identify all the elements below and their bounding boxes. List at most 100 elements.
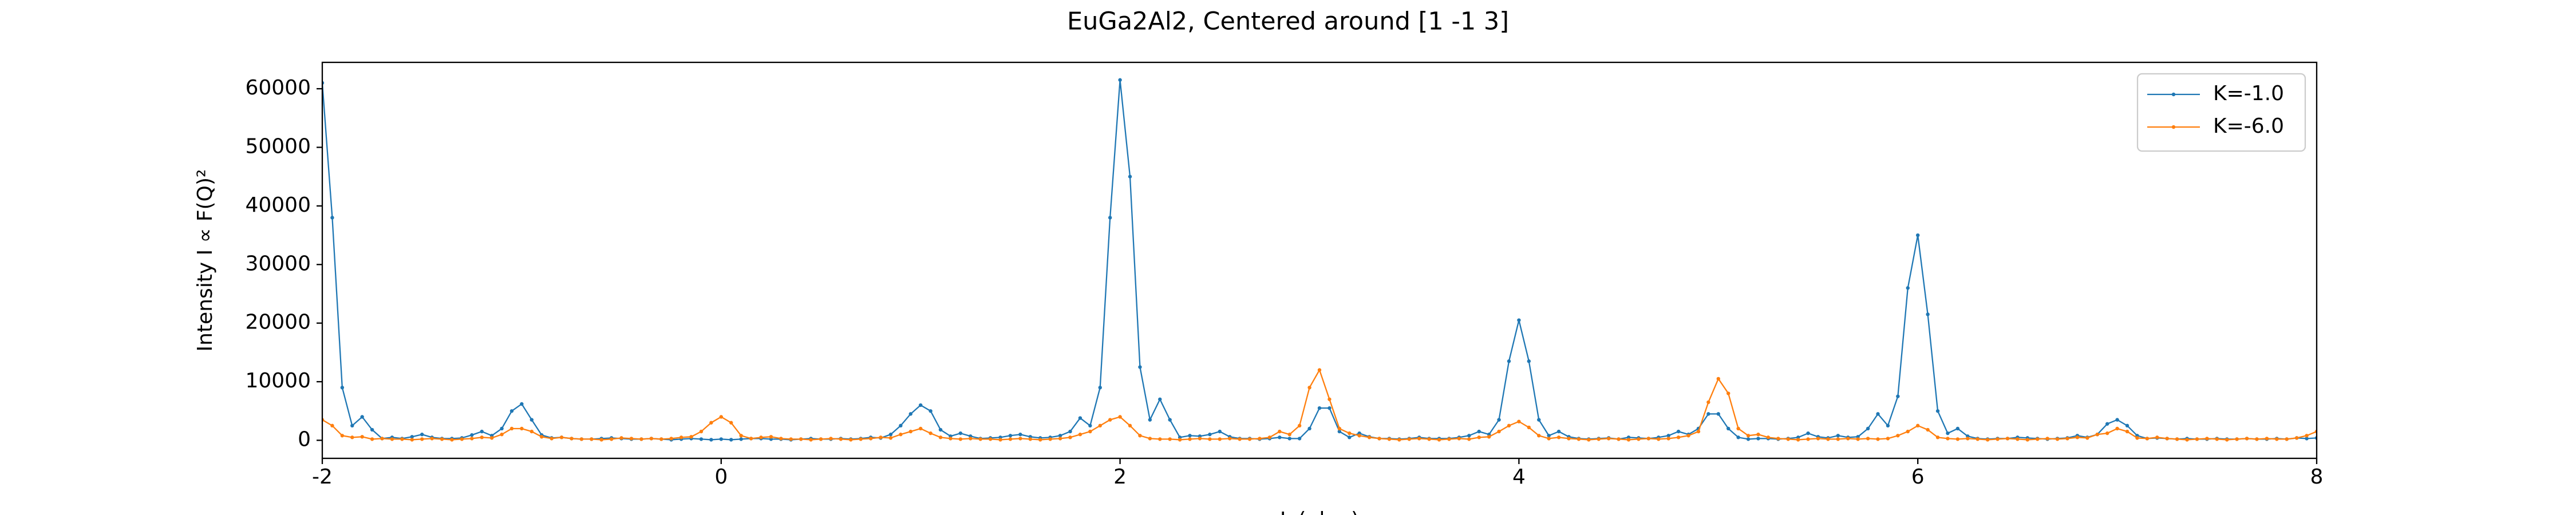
data-point <box>929 431 933 435</box>
data-point <box>1746 437 1751 441</box>
data-point <box>1836 437 1840 441</box>
data-point <box>470 437 474 441</box>
data-point <box>1118 415 1122 419</box>
data-point <box>1078 416 1082 420</box>
data-point <box>1846 437 1850 441</box>
data-point <box>370 437 374 441</box>
data-point <box>1098 386 1102 390</box>
data-point <box>1457 437 1461 441</box>
data-point <box>699 429 704 434</box>
y-tick-label: 40000 <box>245 193 311 217</box>
data-point <box>430 437 434 441</box>
data-point <box>1556 435 1561 439</box>
data-point <box>330 216 334 220</box>
data-point <box>2305 437 2309 441</box>
data-point <box>1477 435 1481 439</box>
data-point <box>1826 437 1830 441</box>
data-point <box>1158 397 1162 401</box>
data-point <box>1297 423 1302 428</box>
data-point <box>480 429 484 434</box>
data-point <box>1447 437 1451 441</box>
data-point <box>1537 434 1541 438</box>
legend-marker <box>2171 92 2176 97</box>
data-point <box>2175 437 2179 441</box>
data-point <box>1746 434 1751 438</box>
data-point <box>1158 437 1162 441</box>
data-point <box>908 429 912 434</box>
data-point <box>550 437 554 441</box>
data-point <box>1497 429 1501 434</box>
data-point <box>1955 426 1960 431</box>
data-point <box>1128 175 1132 179</box>
x-tick-label: 6 <box>1911 465 1925 489</box>
data-point <box>729 421 733 425</box>
data-point <box>1537 418 1541 422</box>
data-point <box>390 437 394 441</box>
data-point <box>1018 437 1022 441</box>
data-point <box>1726 426 1730 431</box>
data-point <box>1168 418 1172 422</box>
data-point <box>2285 437 2289 441</box>
data-point <box>1307 386 1311 390</box>
data-point <box>1547 434 1551 438</box>
data-point <box>1397 438 1401 442</box>
data-point <box>340 434 345 438</box>
data-point <box>729 438 733 442</box>
data-point <box>1906 286 1910 290</box>
data-point <box>1686 434 1690 438</box>
data-point <box>919 403 923 407</box>
data-point <box>1816 437 1820 441</box>
data-point <box>1926 312 1930 316</box>
y-tick-label: 20000 <box>245 311 311 334</box>
data-point <box>1477 429 1481 434</box>
data-point <box>1866 437 1870 441</box>
data-point <box>420 437 424 441</box>
data-point <box>1876 437 1880 441</box>
data-point <box>1706 400 1710 405</box>
data-point <box>1377 437 1381 441</box>
y-tick-label: 50000 <box>245 134 311 158</box>
data-point <box>1407 437 1411 441</box>
data-point <box>360 435 364 439</box>
data-point <box>1148 437 1152 441</box>
y-tick-label: 30000 <box>245 252 311 275</box>
data-point <box>709 438 713 442</box>
data-point <box>2265 437 2269 441</box>
data-point <box>1058 437 1062 441</box>
data-point <box>1836 434 1840 438</box>
x-tick-label: 0 <box>714 465 728 489</box>
data-point <box>1278 429 1282 434</box>
data-point <box>1088 429 1092 434</box>
data-point <box>2016 437 2020 441</box>
data-point <box>509 426 514 431</box>
data-point <box>2145 437 2150 441</box>
data-point <box>1966 437 1970 441</box>
data-point <box>1946 431 1950 435</box>
data-point <box>2125 423 2129 428</box>
data-point <box>1556 429 1561 434</box>
y-tick-label: 0 <box>298 427 311 451</box>
data-point <box>1806 437 1810 441</box>
data-point <box>1866 426 1870 431</box>
data-point <box>1417 437 1421 441</box>
data-point <box>1168 437 1172 441</box>
legend-marker <box>2171 125 2176 129</box>
data-point <box>1387 437 1392 441</box>
data-point <box>1028 437 1033 441</box>
x-tick-label: 4 <box>1512 465 1526 489</box>
data-point <box>1676 435 1681 439</box>
data-point <box>440 437 444 441</box>
data-point <box>540 435 544 439</box>
data-point <box>1906 429 1910 434</box>
data-point <box>500 426 504 431</box>
data-point <box>938 435 943 439</box>
data-point <box>1507 359 1511 363</box>
data-point <box>1088 423 1092 428</box>
data-point <box>1756 433 1760 437</box>
data-point <box>1247 437 1252 441</box>
data-point <box>1138 434 1142 438</box>
data-point <box>2105 431 2109 435</box>
data-point <box>2305 434 2309 438</box>
data-point <box>1098 423 1102 428</box>
data-point <box>1935 409 1940 413</box>
